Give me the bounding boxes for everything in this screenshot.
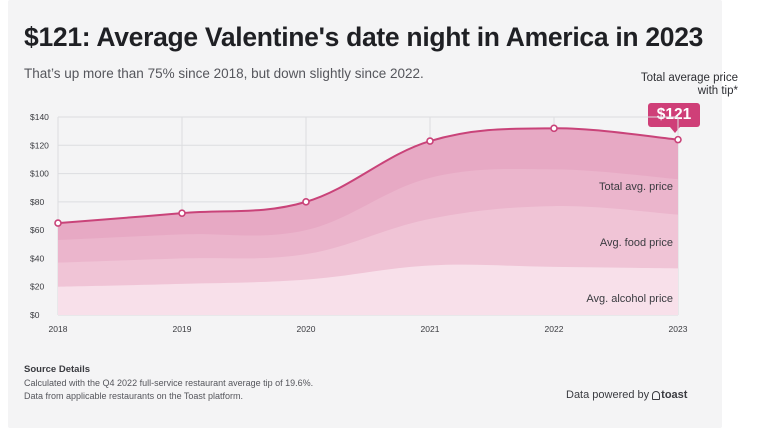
value-badge: $121 (648, 103, 700, 127)
callout-note: Total average price with tip* (640, 72, 738, 97)
x-tick-label: 2022 (545, 324, 564, 334)
band-label: Total avg. price (599, 181, 673, 193)
y-tick-label: $20 (30, 282, 44, 292)
source-line-2: Data from applicable restaurants on the … (24, 391, 243, 401)
data-point (674, 135, 682, 144)
toast-logo-icon (652, 390, 661, 400)
data-point (178, 209, 186, 217)
area-layer (58, 128, 678, 315)
credit-brand: toast (661, 389, 688, 401)
band-label: Avg. food price (600, 237, 673, 249)
data-point (426, 137, 434, 145)
y-tick-label: $0 (30, 310, 40, 320)
y-tick-label: $140 (30, 112, 49, 122)
data-point (550, 124, 558, 133)
source-line-1: Calculated with the Q4 2022 full-service… (24, 378, 314, 388)
data-point (54, 219, 62, 227)
line-layer (54, 124, 682, 227)
y-tick-label: $80 (30, 197, 44, 207)
badge-pointer (670, 127, 680, 133)
credit-prefix: Data powered by (566, 389, 650, 401)
x-tick-label: 2020 (297, 324, 316, 334)
area-band-3 (58, 264, 678, 315)
axis-layer: $0 $20 $40 $60 $80 $100 $120 $140 2018 2019 2020 20… (30, 112, 688, 334)
band-label: Avg. alcohol price (586, 293, 673, 305)
label-layer: Total avg. price Avg. food price Avg. alco… (586, 181, 673, 305)
total-price-line (57, 127, 679, 225)
page-subtitle: That’s up more than 75% since 2018, but … (24, 66, 424, 81)
x-tick-label: 2019 (173, 324, 192, 334)
page-title: $121: Average Valentine's date night in … (24, 22, 704, 52)
source-title: Source Details (24, 364, 90, 375)
y-tick-label: $60 (30, 225, 44, 235)
y-tick-label: $100 (30, 169, 49, 179)
x-tick-label: 2023 (669, 324, 688, 334)
data-point (302, 198, 310, 206)
x-tick-label: 2018 (49, 324, 68, 334)
data-credit: Data powered by toast (566, 389, 687, 401)
y-tick-label: $40 (30, 253, 44, 263)
x-tick-label: 2021 (421, 324, 440, 334)
y-tick-label: $120 (30, 140, 49, 150)
